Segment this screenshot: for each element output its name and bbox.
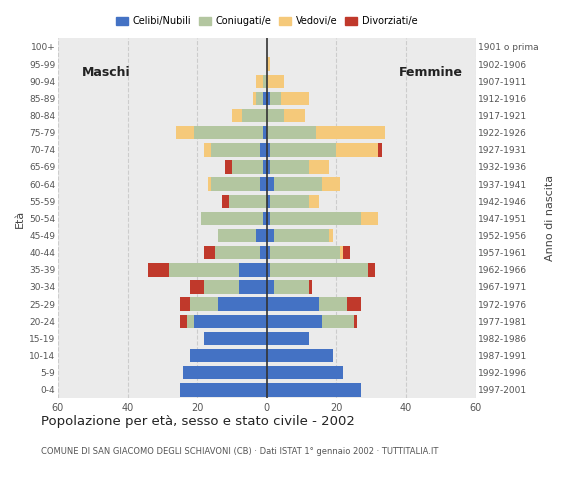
Bar (267, 92, 270, 105)
Bar (267, 332, 309, 345)
Bar (267, 194, 270, 208)
Bar (211, 143, 260, 156)
Bar (270, 212, 361, 225)
Bar (270, 246, 340, 259)
Bar (204, 332, 267, 345)
Bar (336, 143, 378, 156)
Bar (270, 92, 281, 105)
Bar (378, 143, 382, 156)
Y-axis label: Età: Età (15, 209, 25, 228)
Bar (218, 298, 267, 311)
Bar (263, 92, 267, 105)
Bar (180, 298, 190, 311)
Bar (340, 246, 343, 259)
Bar (176, 126, 194, 139)
Bar (267, 58, 270, 71)
Bar (204, 246, 215, 259)
Bar (218, 229, 256, 242)
Bar (309, 194, 319, 208)
Bar (222, 194, 229, 208)
Bar (270, 143, 336, 156)
Bar (211, 178, 260, 191)
Bar (190, 349, 267, 362)
Bar (242, 109, 267, 122)
Bar (267, 178, 274, 191)
Legend: Celibi/Nubili, Coniugati/e, Vedovi/e, Divorziati/e: Celibi/Nubili, Coniugati/e, Vedovi/e, Di… (113, 12, 421, 30)
Text: COMUNE DI SAN GIACOMO DEGLI SCHIAVONI (CB) · Dati ISTAT 1° gennaio 2002 · TUTTIT: COMUNE DI SAN GIACOMO DEGLI SCHIAVONI (C… (41, 446, 438, 456)
Text: Maschi: Maschi (82, 66, 131, 79)
Bar (256, 92, 263, 105)
Bar (267, 229, 274, 242)
Bar (267, 349, 333, 362)
Bar (239, 280, 267, 294)
Bar (322, 178, 340, 191)
Bar (180, 314, 187, 328)
Bar (260, 246, 267, 259)
Bar (354, 314, 357, 328)
Bar (232, 160, 263, 174)
Bar (267, 109, 284, 122)
Bar (343, 246, 350, 259)
Bar (267, 366, 343, 379)
Bar (260, 178, 267, 191)
Bar (148, 263, 169, 276)
Bar (267, 314, 322, 328)
Bar (267, 160, 270, 174)
Bar (183, 366, 267, 379)
Bar (267, 143, 270, 156)
Bar (204, 280, 239, 294)
Bar (194, 126, 263, 139)
Bar (263, 160, 267, 174)
Bar (267, 298, 319, 311)
Bar (194, 314, 267, 328)
Bar (204, 143, 211, 156)
Bar (229, 194, 267, 208)
Bar (190, 298, 218, 311)
Bar (180, 383, 267, 396)
Bar (169, 263, 239, 276)
Bar (347, 298, 361, 311)
Bar (309, 280, 312, 294)
Bar (316, 126, 385, 139)
Bar (190, 280, 204, 294)
Bar (267, 212, 270, 225)
Bar (270, 160, 309, 174)
Bar (361, 212, 378, 225)
Bar (208, 178, 211, 191)
Bar (319, 298, 347, 311)
Bar (267, 263, 270, 276)
Bar (270, 194, 309, 208)
Bar (256, 74, 263, 88)
Text: Femmine: Femmine (399, 66, 463, 79)
Bar (267, 280, 274, 294)
Bar (274, 178, 322, 191)
Bar (270, 263, 368, 276)
Bar (329, 229, 333, 242)
Bar (274, 280, 309, 294)
Bar (232, 109, 242, 122)
Bar (322, 314, 354, 328)
Bar (253, 92, 256, 105)
Bar (368, 263, 375, 276)
Bar (263, 212, 267, 225)
Text: Popolazione per età, sesso e stato civile - 2002: Popolazione per età, sesso e stato civil… (41, 415, 354, 428)
Bar (267, 74, 284, 88)
Bar (260, 143, 267, 156)
Bar (267, 383, 361, 396)
Bar (274, 229, 329, 242)
Bar (256, 229, 267, 242)
Bar (284, 109, 305, 122)
Bar (309, 160, 329, 174)
Bar (267, 246, 270, 259)
Bar (187, 314, 194, 328)
Bar (201, 212, 263, 225)
Bar (281, 92, 309, 105)
Bar (225, 160, 232, 174)
Bar (267, 126, 316, 139)
Bar (215, 246, 260, 259)
Y-axis label: Anno di nascita: Anno di nascita (545, 175, 554, 262)
Bar (263, 126, 267, 139)
Bar (263, 74, 267, 88)
Bar (239, 263, 267, 276)
